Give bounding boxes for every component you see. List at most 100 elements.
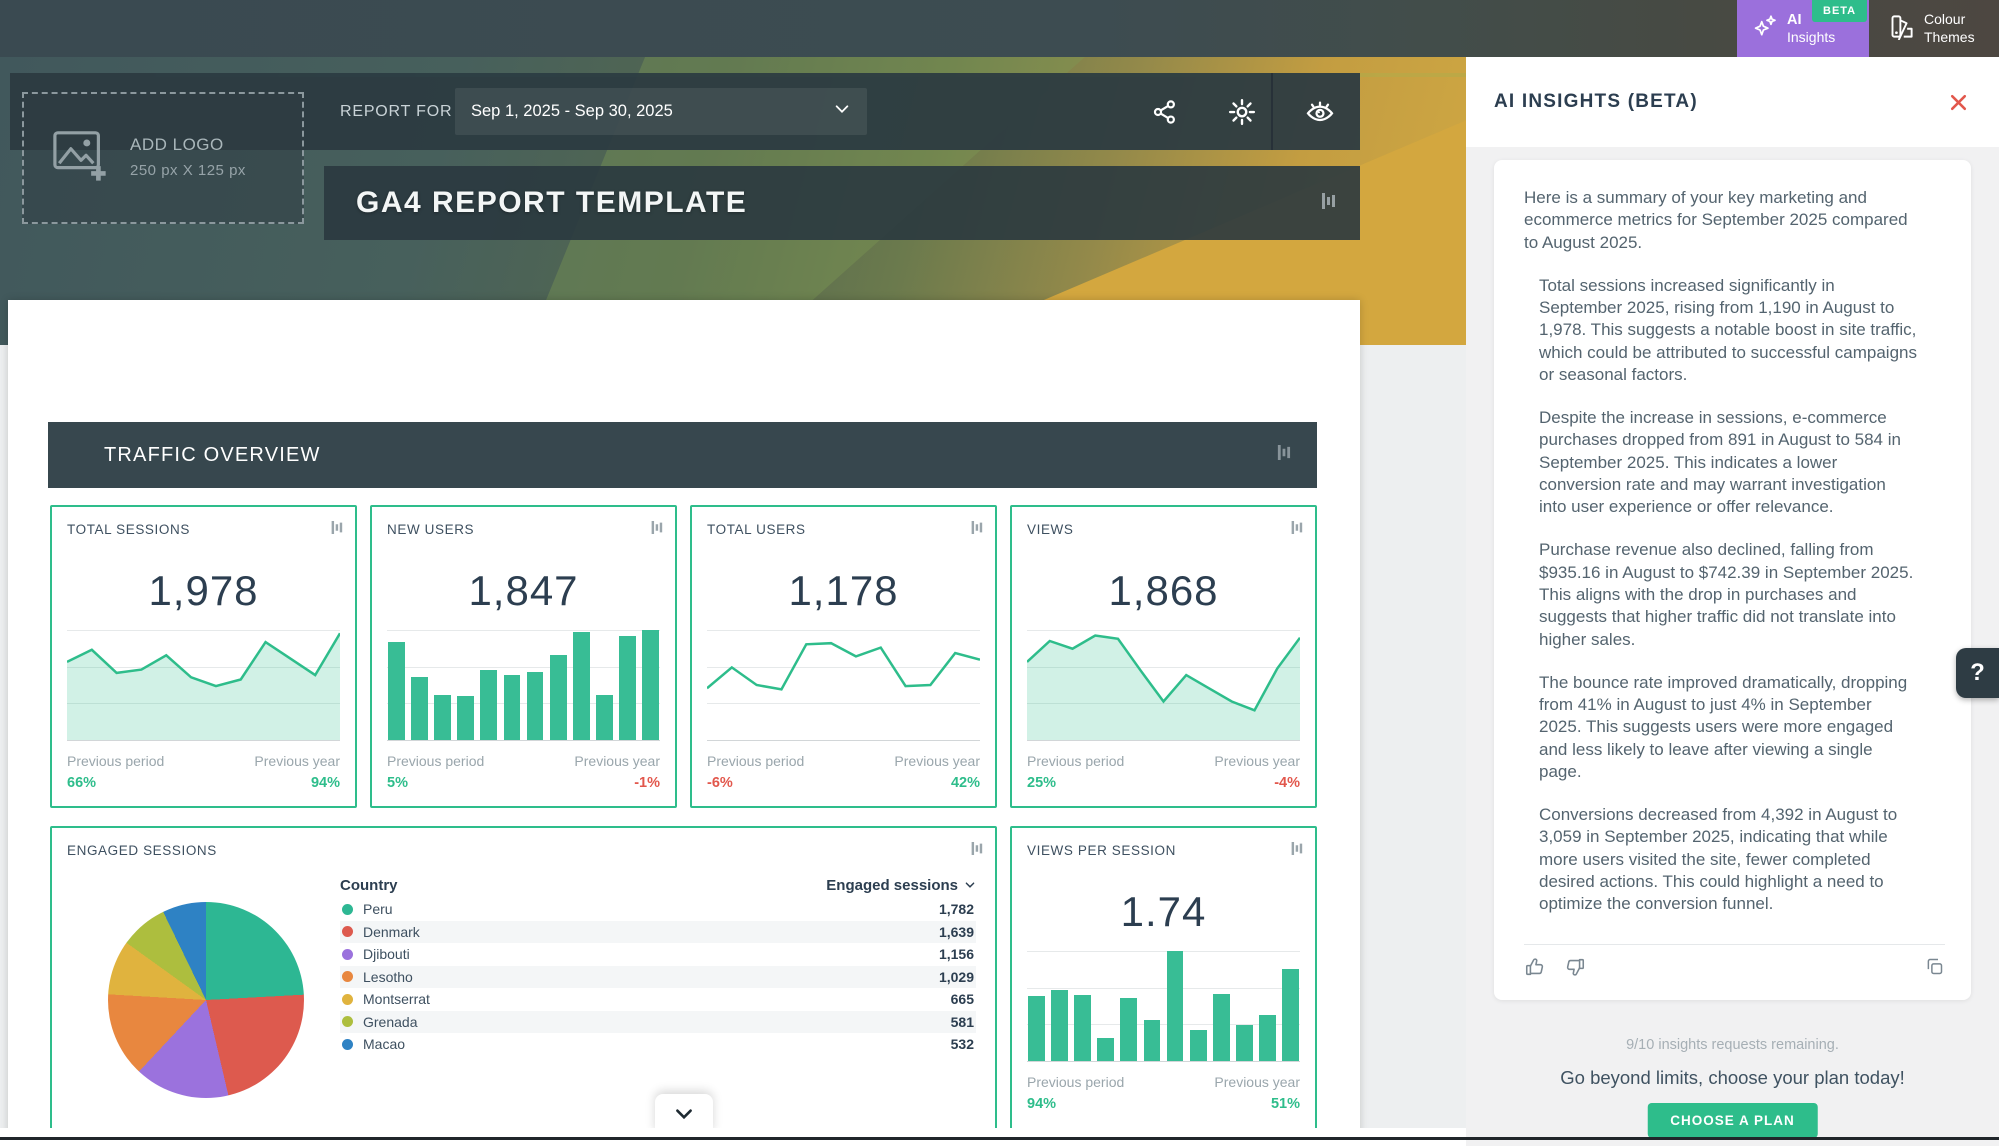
gridline (67, 740, 340, 741)
prev-year-change: 51% (1271, 1096, 1300, 1112)
card-title: TOTAL USERS (707, 522, 806, 537)
engaged-sessions-pie-chart (108, 902, 304, 1098)
drag-handle-icon[interactable] (330, 519, 343, 541)
ai-summary-card: Here is a summary of your key marketing … (1494, 160, 1971, 1000)
country-label: Peru (363, 901, 393, 917)
gridline (707, 740, 980, 741)
close-icon[interactable] (1948, 92, 1969, 113)
copy-icon[interactable] (1924, 956, 1945, 977)
gridline (387, 740, 660, 741)
drag-handle-icon[interactable] (1290, 840, 1303, 862)
share-icon[interactable] (1137, 73, 1193, 150)
engaged-sessions-card: ENGAGED SESSIONS Country Engaged session… (50, 826, 997, 1146)
section-title: TRAFFIC OVERVIEW (48, 444, 321, 467)
country-label: Grenada (363, 1014, 417, 1030)
palette-icon (1888, 13, 1915, 45)
add-logo-line1: ADD LOGO (130, 135, 224, 154)
bar (1259, 1015, 1276, 1061)
bar (1190, 1030, 1207, 1061)
engaged-sessions-sort-header[interactable]: Engaged sessions (826, 877, 976, 894)
metric-value: 1,847 (372, 567, 675, 615)
country-rows: Peru1,782Denmark1,639Djibouti1,156Lesoth… (340, 898, 976, 1056)
engaged-sessions-value: 1,782 (939, 901, 974, 917)
views-per-session-chart (1027, 951, 1300, 1061)
bar (388, 642, 405, 740)
upgrade-cta-text: Go beyond limits, choose your plan today… (1466, 1067, 1999, 1089)
prev-period-label: Previous period (707, 753, 804, 769)
total-users-card: TOTAL USERS 1,178 Previous period Previo… (690, 505, 997, 808)
drag-handle-icon[interactable] (970, 519, 983, 541)
metric-value: 1,868 (1012, 567, 1315, 615)
metric-value: 1,178 (692, 567, 995, 615)
help-button[interactable]: ? (1956, 648, 1999, 698)
image-add-icon (50, 127, 112, 190)
legend-dot-icon (342, 949, 353, 960)
table-row: Peru 1,782 (340, 898, 976, 921)
bar (550, 655, 567, 740)
add-logo-text: ADD LOGO 250 px X 125 px (130, 133, 246, 182)
metric-value: 1,978 (52, 567, 355, 615)
thumbs-up-icon[interactable] (1524, 956, 1546, 978)
colour-themes-button[interactable]: ColourThemes (1880, 0, 1999, 57)
drag-handle-icon[interactable] (970, 840, 983, 862)
drag-handle-icon[interactable] (650, 519, 663, 541)
prev-year-change: -4% (1274, 775, 1300, 791)
requests-remaining-text: 9/10 insights requests remaining. (1466, 1037, 1999, 1053)
country-label: Lesotho (363, 969, 413, 985)
card-title: VIEWS (1027, 522, 1074, 537)
bar (1213, 994, 1230, 1061)
gridline (1027, 740, 1300, 741)
drag-handle-icon[interactable] (1290, 519, 1303, 541)
choose-plan-button[interactable]: CHOOSE A PLAN (1647, 1103, 1818, 1138)
new-users-card: NEW USERS 1,847 Previous period Previous… (370, 505, 677, 808)
prev-period-change: 5% (387, 775, 408, 791)
bar (596, 695, 613, 740)
prev-period-change: 25% (1027, 775, 1056, 791)
engaged-sessions-value: 665 (951, 991, 974, 1007)
chevron-down-icon (673, 1103, 695, 1125)
bar (504, 675, 521, 740)
preview-eye-icon[interactable] (1292, 73, 1348, 150)
prev-year-label: Previous year (1214, 753, 1300, 769)
thumbs-down-icon[interactable] (1564, 956, 1586, 978)
settings-gear-icon[interactable] (1214, 73, 1270, 150)
report-page: TRAFFIC OVERVIEW TOTAL SESSIONS 1,978 Pr… (8, 300, 1360, 1146)
beta-badge: BETA (1812, 0, 1867, 22)
bar (619, 636, 636, 741)
prev-period-change: -6% (707, 775, 733, 791)
bar (1120, 998, 1137, 1061)
date-range-value: Sep 1, 2025 - Sep 30, 2025 (471, 102, 673, 121)
ai-panel-title: AI INSIGHTS (BETA) (1466, 91, 1698, 113)
bar (1144, 1020, 1161, 1061)
chevron-down-icon (833, 100, 851, 123)
table-row: Macao532 (340, 1033, 976, 1056)
drag-handle-icon[interactable] (1276, 443, 1291, 467)
country-table: Country Engaged sessions Peru1,782Denmar… (340, 872, 976, 1056)
header-divider (1271, 73, 1273, 150)
prev-year-label: Previous year (1214, 1074, 1300, 1090)
bar (573, 632, 590, 740)
drag-handle-icon[interactable] (1320, 191, 1336, 216)
prev-year-change: 94% (311, 775, 340, 791)
date-range-select[interactable]: Sep 1, 2025 - Sep 30, 2025 (455, 88, 867, 135)
bar (480, 670, 497, 740)
country-column-header: Country (340, 877, 398, 894)
ai-insights-panel: AI INSIGHTS (BETA) Here is a summary of … (1466, 57, 1999, 1146)
card-title: NEW USERS (387, 522, 474, 537)
add-logo-dropzone[interactable]: ADD LOGO 250 px X 125 px (22, 92, 304, 224)
report-title: GA4 REPORT TEMPLATE (324, 186, 747, 220)
topbar: AIInsights ColourThemes (0, 0, 1999, 57)
bar (411, 677, 428, 740)
legend-dot-icon (342, 904, 353, 915)
bar (434, 695, 451, 740)
engaged-sessions-value: 532 (951, 1036, 974, 1052)
country-label: Djibouti (363, 946, 410, 962)
engaged-sessions-value: 581 (951, 1014, 974, 1030)
bar (1051, 990, 1068, 1062)
table-row: Grenada 581 (340, 1011, 976, 1034)
legend-dot-icon (342, 971, 353, 982)
insight-paragraph: Total sessions increased significantly i… (1539, 275, 1917, 386)
traffic-overview-section-header: TRAFFIC OVERVIEW (48, 422, 1317, 488)
engaged-sessions-value: 1,029 (939, 969, 974, 985)
table-row: Lesotho 1,029 (340, 966, 976, 989)
